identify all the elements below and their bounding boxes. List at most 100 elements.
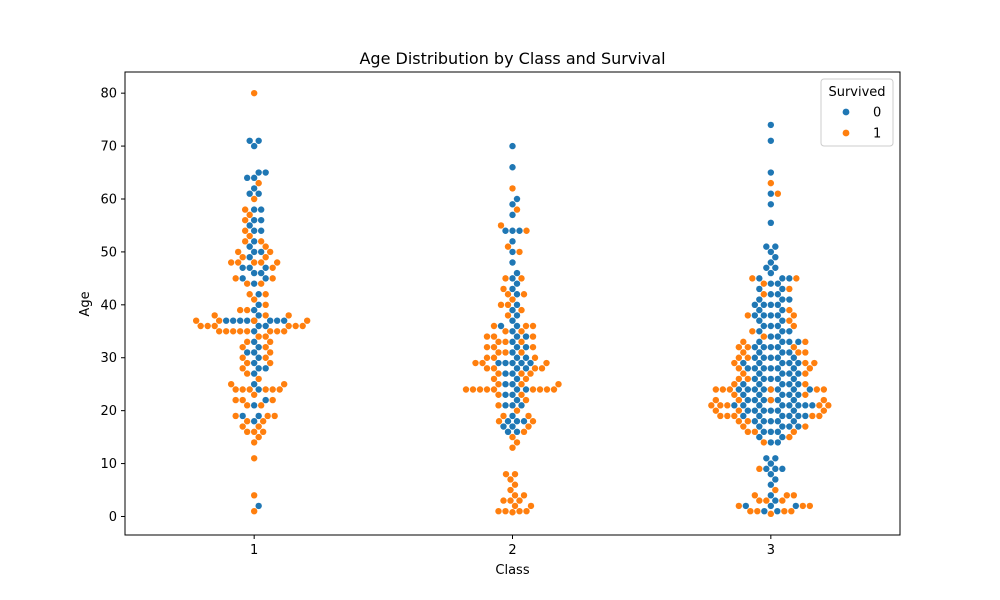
swarm-point (513, 269, 521, 277)
swarm-point (513, 439, 521, 446)
swarm-point (744, 354, 752, 361)
swarm-point (779, 275, 786, 282)
swarm-point (813, 386, 821, 393)
swarm-point (262, 354, 269, 361)
swarm-point (513, 407, 521, 414)
legend: Survived 01 (820, 78, 894, 147)
swarm-point (536, 386, 544, 393)
swarm-point (502, 402, 509, 409)
swarm-point (246, 243, 253, 250)
swarm-point (731, 391, 738, 398)
swarm-point (255, 333, 262, 340)
swarm-point (774, 386, 782, 393)
y-tick-label: 20 (100, 404, 117, 419)
swarm-point (495, 338, 502, 346)
swarm-point (522, 396, 530, 404)
swarm-point (509, 412, 516, 420)
swarm-point (518, 380, 525, 388)
swarm-point (522, 322, 530, 330)
swarm-point (795, 412, 802, 420)
swarm-point (243, 418, 251, 425)
swarm-point (522, 333, 530, 340)
swarm-point (717, 402, 724, 409)
swarm-point (744, 343, 752, 351)
swarm-point (790, 312, 798, 319)
swarm-point (229, 328, 237, 335)
swarm-point (760, 375, 768, 383)
swarm-point (513, 280, 521, 287)
swarm-point (511, 502, 519, 510)
swarm-point (786, 359, 793, 367)
swarm-point (756, 423, 763, 430)
swarm-point (250, 142, 258, 150)
swarm-point (731, 402, 738, 409)
swarm-point (490, 365, 498, 372)
swarm-point (756, 306, 763, 314)
swarm-point (255, 312, 262, 319)
y-tick-label: 10 (100, 457, 117, 472)
swarm-point (786, 317, 793, 324)
swarm-point (756, 433, 763, 441)
swarm-point (250, 206, 258, 213)
swarm-point (266, 328, 274, 335)
swarm-point (266, 349, 274, 356)
swarm-point (502, 359, 509, 367)
swarm-point (239, 365, 246, 372)
swarm-point (280, 328, 288, 335)
swarm-point (795, 338, 802, 346)
swarm-point (735, 365, 743, 372)
swarm-point (760, 301, 768, 309)
swarm-point (763, 264, 770, 271)
swarm-point (504, 243, 512, 250)
swarm-point (509, 349, 516, 356)
swarm-point (509, 238, 516, 245)
swarm-point (509, 423, 516, 430)
swarm-point (774, 507, 781, 515)
swarm-point (802, 380, 809, 388)
swarm-point (767, 219, 775, 227)
swarm-point (243, 280, 251, 287)
swarm-point (774, 439, 782, 446)
swarm-point (767, 386, 775, 393)
swarm-point (269, 396, 276, 404)
swarm-point (250, 248, 258, 256)
swarm-point (529, 333, 537, 340)
swarm-point (525, 423, 532, 430)
swarm-point (504, 301, 512, 309)
swarm-point (292, 322, 299, 330)
swarm-point (790, 343, 798, 351)
swarm-point (779, 423, 786, 430)
swarm-point (744, 375, 752, 383)
swarm-point (790, 418, 798, 425)
swarm-point (724, 412, 731, 420)
swarm-point (760, 365, 768, 372)
swarm-point (774, 365, 782, 372)
swarm-point (483, 343, 491, 351)
swarm-point (250, 174, 258, 182)
swarm-point (273, 317, 281, 324)
swarm-point (246, 291, 253, 298)
swarm-point (215, 328, 223, 335)
swarm-point (735, 407, 743, 414)
swarm-point (726, 386, 734, 393)
swarm-point (522, 365, 530, 372)
legend-label: 0 (873, 106, 881, 121)
swarm-point (262, 322, 269, 330)
swarm-point (543, 386, 551, 393)
swarm-point (522, 386, 530, 393)
swarm-point (490, 343, 498, 351)
swarm-point (790, 492, 798, 499)
swarm-point (236, 306, 244, 314)
swarm-point (756, 380, 763, 388)
swarm-point (243, 174, 251, 182)
swarm-point (779, 391, 786, 398)
swarm-point (250, 492, 258, 499)
swarm-point (756, 391, 763, 398)
swarm-point (786, 328, 793, 335)
swarm-point (513, 365, 521, 372)
swarm-point (520, 428, 528, 436)
swarm-point (502, 275, 509, 282)
swarm-point (786, 338, 793, 346)
swarm-point (250, 195, 258, 203)
swarm-point (735, 502, 743, 510)
